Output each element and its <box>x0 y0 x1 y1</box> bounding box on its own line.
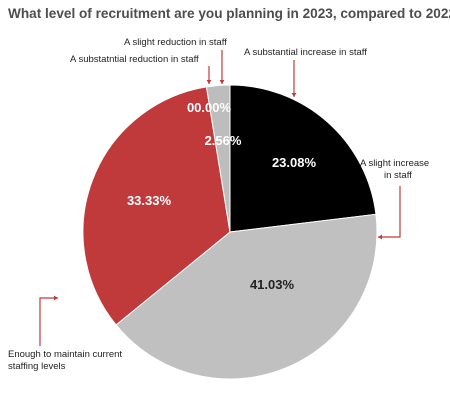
pie-slices <box>82 84 378 380</box>
slice-substantial-increase <box>229 84 377 233</box>
annotation-maintain-line1: Enough to maintain current <box>8 349 122 360</box>
leader-maintain <box>39 297 58 346</box>
annotation-substantial-reduction: A substatntial reduction in staff <box>70 54 199 65</box>
value-label-zero: 00.00% <box>187 100 232 115</box>
slice-maintain <box>115 213 378 380</box>
leader-substantial-increase-arrowhead <box>291 93 297 97</box>
annotation-substantial-increase: A substantial increase in staff <box>244 47 367 58</box>
chart-title: What level of recruitment are you planni… <box>8 6 450 21</box>
annotation-maintain: Enough to maintain current staffing leve… <box>8 349 125 372</box>
leader-slight-increase <box>378 186 401 238</box>
annotation-slight-reduction: A slight reduction in staff <box>124 37 227 48</box>
slice-slight-reduction <box>205 84 231 233</box>
annotation-maintain-line2: staffing levels <box>8 361 66 372</box>
value-label-substantial-increase: 23.08% <box>272 155 317 170</box>
leader-substantial-reduction-arrowhead <box>206 80 212 84</box>
annotation-slight-increase-line2: in staff <box>384 170 412 181</box>
value-label-slight-reduction: 2.56% <box>205 133 242 148</box>
annotation-slight-increase-line1: A slight increase <box>360 158 429 169</box>
slice-substantial-reduction <box>82 86 231 326</box>
leader-maintain-arrowhead <box>54 295 58 301</box>
leader-slight-reduction-arrowhead <box>219 80 225 84</box>
annotation-slight-increase: A slight increase in staff <box>360 158 432 181</box>
value-label-maintain: 41.03% <box>250 277 295 292</box>
value-label-substantial-reduction: 33.33% <box>127 193 172 208</box>
leader-lines <box>39 50 401 346</box>
leader-slight-increase-arrowhead <box>378 234 382 240</box>
